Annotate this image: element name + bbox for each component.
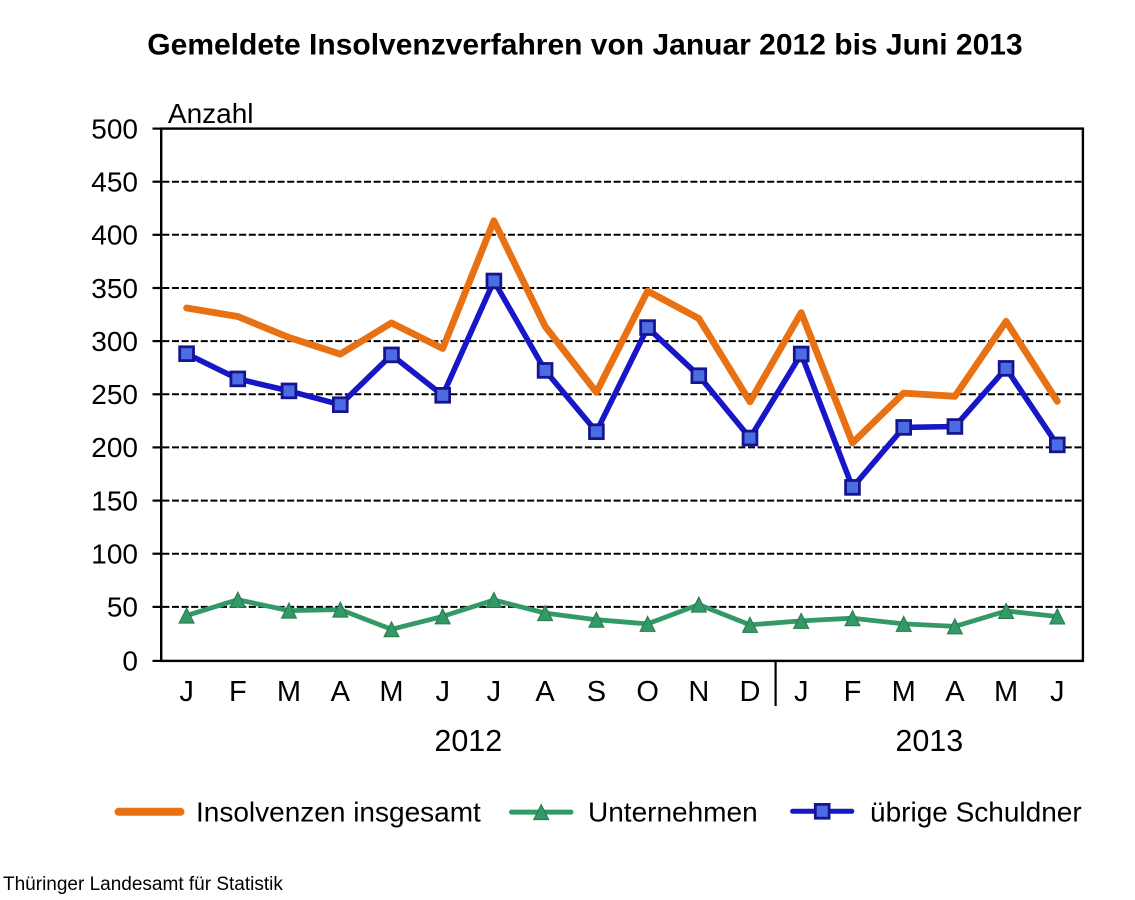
svg-text:Thüringer Landesamt für Statis: Thüringer Landesamt für Statistik xyxy=(3,874,283,895)
svg-text:S: S xyxy=(587,676,606,708)
svg-text:500: 500 xyxy=(91,113,138,144)
svg-text:200: 200 xyxy=(91,432,138,463)
svg-text:Anzahl: Anzahl xyxy=(168,98,254,129)
svg-text:M: M xyxy=(277,676,301,708)
svg-text:450: 450 xyxy=(91,167,138,198)
svg-text:350: 350 xyxy=(91,273,138,304)
svg-text:J: J xyxy=(1050,676,1065,708)
svg-text:A: A xyxy=(945,676,965,708)
svg-text:2013: 2013 xyxy=(895,724,963,758)
svg-text:400: 400 xyxy=(91,220,138,251)
svg-text:100: 100 xyxy=(91,539,138,570)
svg-text:J: J xyxy=(435,676,450,708)
svg-text:300: 300 xyxy=(91,326,138,357)
svg-text:M: M xyxy=(994,676,1018,708)
svg-text:J: J xyxy=(794,676,809,708)
svg-text:D: D xyxy=(740,676,761,708)
svg-text:N: N xyxy=(688,676,709,708)
svg-text:Insolvenzen insgesamt: Insolvenzen insgesamt xyxy=(196,796,481,827)
svg-text:F: F xyxy=(844,676,862,708)
svg-text:O: O xyxy=(636,676,659,708)
svg-text:250: 250 xyxy=(91,379,138,410)
svg-text:Unternehmen: Unternehmen xyxy=(588,796,758,827)
svg-text:Gemeldete Insolvenzverfahren v: Gemeldete Insolvenzverfahren von Januar … xyxy=(147,29,1022,62)
svg-text:2012: 2012 xyxy=(434,724,502,758)
svg-text:J: J xyxy=(487,676,502,708)
svg-text:M: M xyxy=(379,676,403,708)
svg-text:50: 50 xyxy=(107,592,138,623)
svg-text:F: F xyxy=(229,676,247,708)
svg-text:150: 150 xyxy=(91,485,138,516)
svg-text:übrige Schuldner: übrige Schuldner xyxy=(870,796,1082,827)
svg-text:A: A xyxy=(331,676,351,708)
svg-text:A: A xyxy=(535,676,555,708)
svg-text:J: J xyxy=(179,676,194,708)
svg-text:M: M xyxy=(892,676,916,708)
svg-text:0: 0 xyxy=(122,646,138,677)
